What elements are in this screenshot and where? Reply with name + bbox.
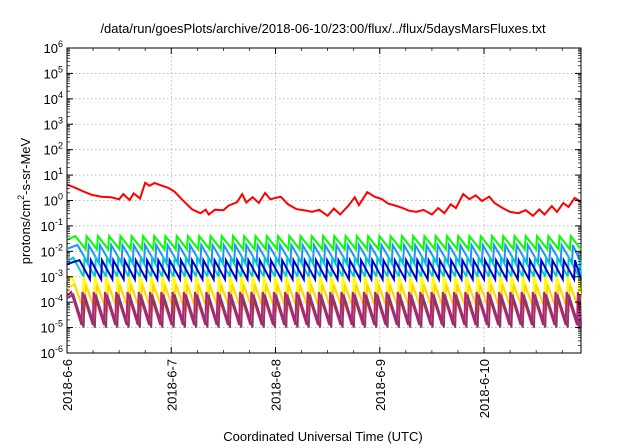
y-tick-label: 103 <box>44 115 63 132</box>
y-tick-label-base: 10 <box>41 270 55 285</box>
y-tick-label: 106 <box>44 39 63 56</box>
y-tick-label-exp: -2 <box>55 242 63 252</box>
y-tick-label-base: 10 <box>44 143 58 158</box>
y-tick-label-base: 10 <box>44 194 58 209</box>
y-tick-label-exp: -1 <box>55 217 63 227</box>
y-tick-label-exp: -6 <box>55 344 63 354</box>
y-tick-label-exp: 6 <box>58 39 63 49</box>
series-line-2 <box>66 241 582 267</box>
y-tick-label: 101 <box>44 166 63 183</box>
chart-title: /data/run/goesPlots/archive/2018-06-10/2… <box>100 21 546 36</box>
y-tick-label: 105 <box>44 64 63 81</box>
y-tick-label-exp: 4 <box>58 90 63 100</box>
y-axis-label-sup: 2 <box>16 195 26 200</box>
x-axis-label: Coordinated Universal Time (UTC) <box>223 429 422 444</box>
y-tick-label-exp: -3 <box>55 268 63 278</box>
series-line-1 <box>66 233 582 252</box>
y-tick-label: 102 <box>44 141 63 158</box>
y-tick-label-exp: 2 <box>58 141 63 151</box>
x-tick-label: 2018-6-8 <box>269 359 284 411</box>
y-tick-label: 10-1 <box>41 217 63 234</box>
y-tick-label-exp: 1 <box>58 166 63 176</box>
y-tick-label-base: 10 <box>41 244 55 259</box>
x-tick-label: 2018-6-10 <box>477 359 492 418</box>
y-tick-label: 104 <box>44 90 63 107</box>
x-tick-label: 2018-6-7 <box>164 359 179 411</box>
y-tick-labels: 10-610-510-410-310-210-11001011021031041… <box>41 39 63 361</box>
y-tick-label: 10-4 <box>41 293 63 310</box>
x-tick-label: 2018-6-6 <box>60 359 75 411</box>
y-tick-label-base: 10 <box>44 66 58 81</box>
y-tick-label-exp: -4 <box>55 293 63 303</box>
y-tick-label: 10-3 <box>41 268 63 285</box>
x-tick-label: 2018-6-9 <box>373 359 388 411</box>
series-line-6 <box>66 282 582 313</box>
series-line-4 <box>66 256 582 283</box>
series-line-7 <box>66 290 582 326</box>
y-tick-label-base: 10 <box>44 41 58 56</box>
y-tick-label: 10-5 <box>41 319 63 336</box>
y-tick-label-base: 10 <box>41 295 55 310</box>
y-axis-label: protons/cm2-s-sr-MeV <box>16 137 33 264</box>
y-tick-label: 100 <box>44 192 63 209</box>
y-tick-label-exp: -5 <box>55 319 63 329</box>
series-line-8 <box>66 292 582 328</box>
y-tick-label-base: 10 <box>41 321 55 336</box>
y-tick-label: 10-2 <box>41 242 63 259</box>
x-tick-labels: 2018-6-6 2018-6-7 2018-6-8 2018-6-9 2018-6-1… <box>60 359 492 418</box>
y-tick-label-exp: 0 <box>58 192 63 202</box>
y-axis-label-post: -s-sr-MeV <box>18 137 33 194</box>
series-line-0 <box>66 181 582 218</box>
y-tick-label-base: 10 <box>44 117 58 132</box>
y-tick-label-base: 10 <box>44 168 58 183</box>
y-tick-label-base: 10 <box>44 92 58 107</box>
y-tick-label-base: 10 <box>41 346 55 361</box>
y-tick-label-exp: 3 <box>58 115 63 125</box>
y-tick-label-base: 10 <box>41 219 55 234</box>
series-group <box>66 181 582 328</box>
y-axis-label-pre: protons/cm <box>18 200 33 264</box>
axis-ticks <box>66 47 581 354</box>
y-tick-label-exp: 5 <box>58 64 63 74</box>
y-tick-label: 10-6 <box>41 344 63 361</box>
